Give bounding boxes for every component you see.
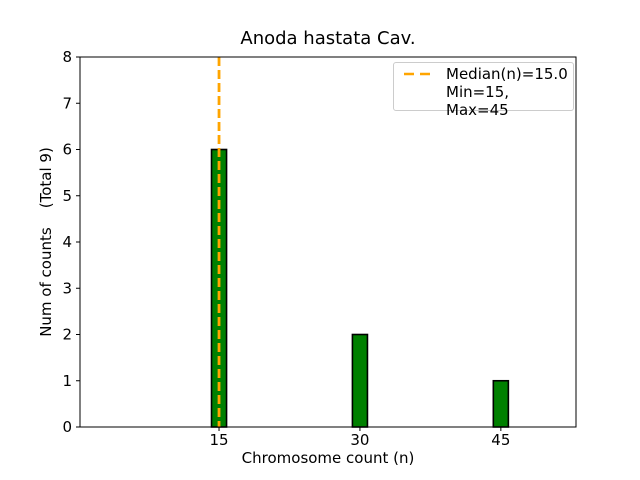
- y-tick-label: 5: [62, 187, 72, 205]
- x-tick-label: 15: [209, 431, 228, 449]
- legend-label-median: Median(n)=15.0: [446, 65, 568, 83]
- x-axis-label: Chromosome count (n): [241, 449, 415, 467]
- y-tick-label: 7: [62, 94, 72, 112]
- y-tick-label: 2: [62, 326, 72, 344]
- legend-label-minmax: Min=15, Max=45: [446, 83, 510, 119]
- x-tick-label: 30: [350, 431, 369, 449]
- legend-item-median: Median(n)=15.0: [404, 65, 568, 83]
- bar: [351, 333, 369, 428]
- chart-title: Anoda hastata Cav.: [240, 28, 416, 49]
- y-tick-label: 8: [62, 48, 72, 66]
- x-tick-label: 45: [491, 431, 510, 449]
- y-tick-label: 3: [62, 279, 72, 297]
- y-tick-label: 4: [62, 233, 72, 251]
- median-dashed-line-sample: [404, 72, 436, 76]
- legend-item-minmax: Min=15, Max=45: [404, 83, 565, 119]
- y-tick-label: 0: [62, 418, 72, 436]
- y-axis-label: Num of counts (Total 9): [37, 147, 55, 337]
- y-tick-label: 6: [62, 141, 72, 159]
- y-tick-label: 1: [62, 372, 72, 390]
- bar: [492, 379, 510, 428]
- legend: Median(n)=15.0 Min=15, Max=45: [393, 62, 574, 119]
